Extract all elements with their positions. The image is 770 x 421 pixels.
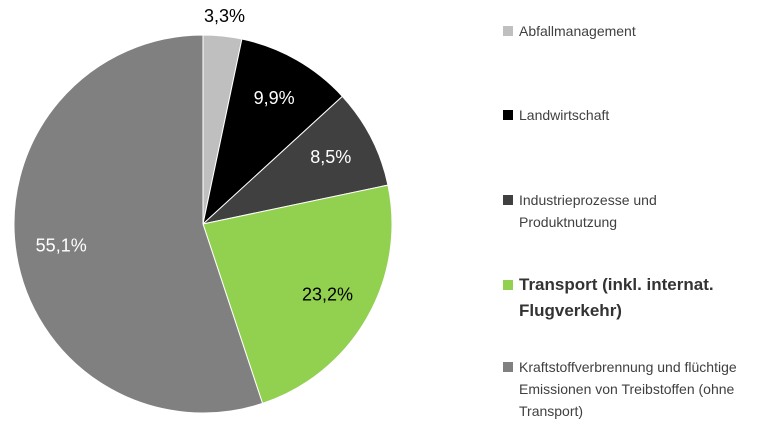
legend-item: Kraftstoffverbrennung und flüchtige Emis… — [503, 356, 765, 421]
legend-label: Transport (inkl. internat. Flugverkehr) — [519, 275, 714, 320]
pie-slice — [13, 34, 264, 414]
legend-swatch — [503, 26, 513, 36]
data-label: 9,9% — [254, 88, 295, 108]
legend-label: Abfallmanagement — [519, 23, 636, 39]
pie-slice — [201, 95, 389, 225]
legend-swatch — [503, 110, 513, 120]
legend-item: Abfallmanagement — [503, 20, 753, 42]
legend-swatch — [503, 362, 513, 372]
legend-item: Industrieprozesse und Produktnutzung — [503, 189, 693, 233]
pie-slice — [202, 38, 344, 226]
legend-item: Transport (inkl. internat. Flugverkehr) — [503, 272, 743, 324]
legend-item: Landwirtschaft — [503, 104, 753, 126]
legend-label: Landwirtschaft — [519, 107, 610, 123]
data-label: 23,2% — [302, 284, 353, 304]
legend-label: Kraftstoffverbrennung und flüchtige Emis… — [519, 359, 737, 419]
legend-swatch — [503, 195, 513, 205]
data-label: 3,3% — [204, 6, 245, 26]
legend-label: Industrieprozesse und Produktnutzung — [519, 192, 657, 230]
legend-swatch — [503, 280, 513, 290]
data-label: 8,5% — [310, 147, 351, 167]
pie-slice — [202, 184, 393, 405]
data-label: 55,1% — [36, 236, 87, 256]
